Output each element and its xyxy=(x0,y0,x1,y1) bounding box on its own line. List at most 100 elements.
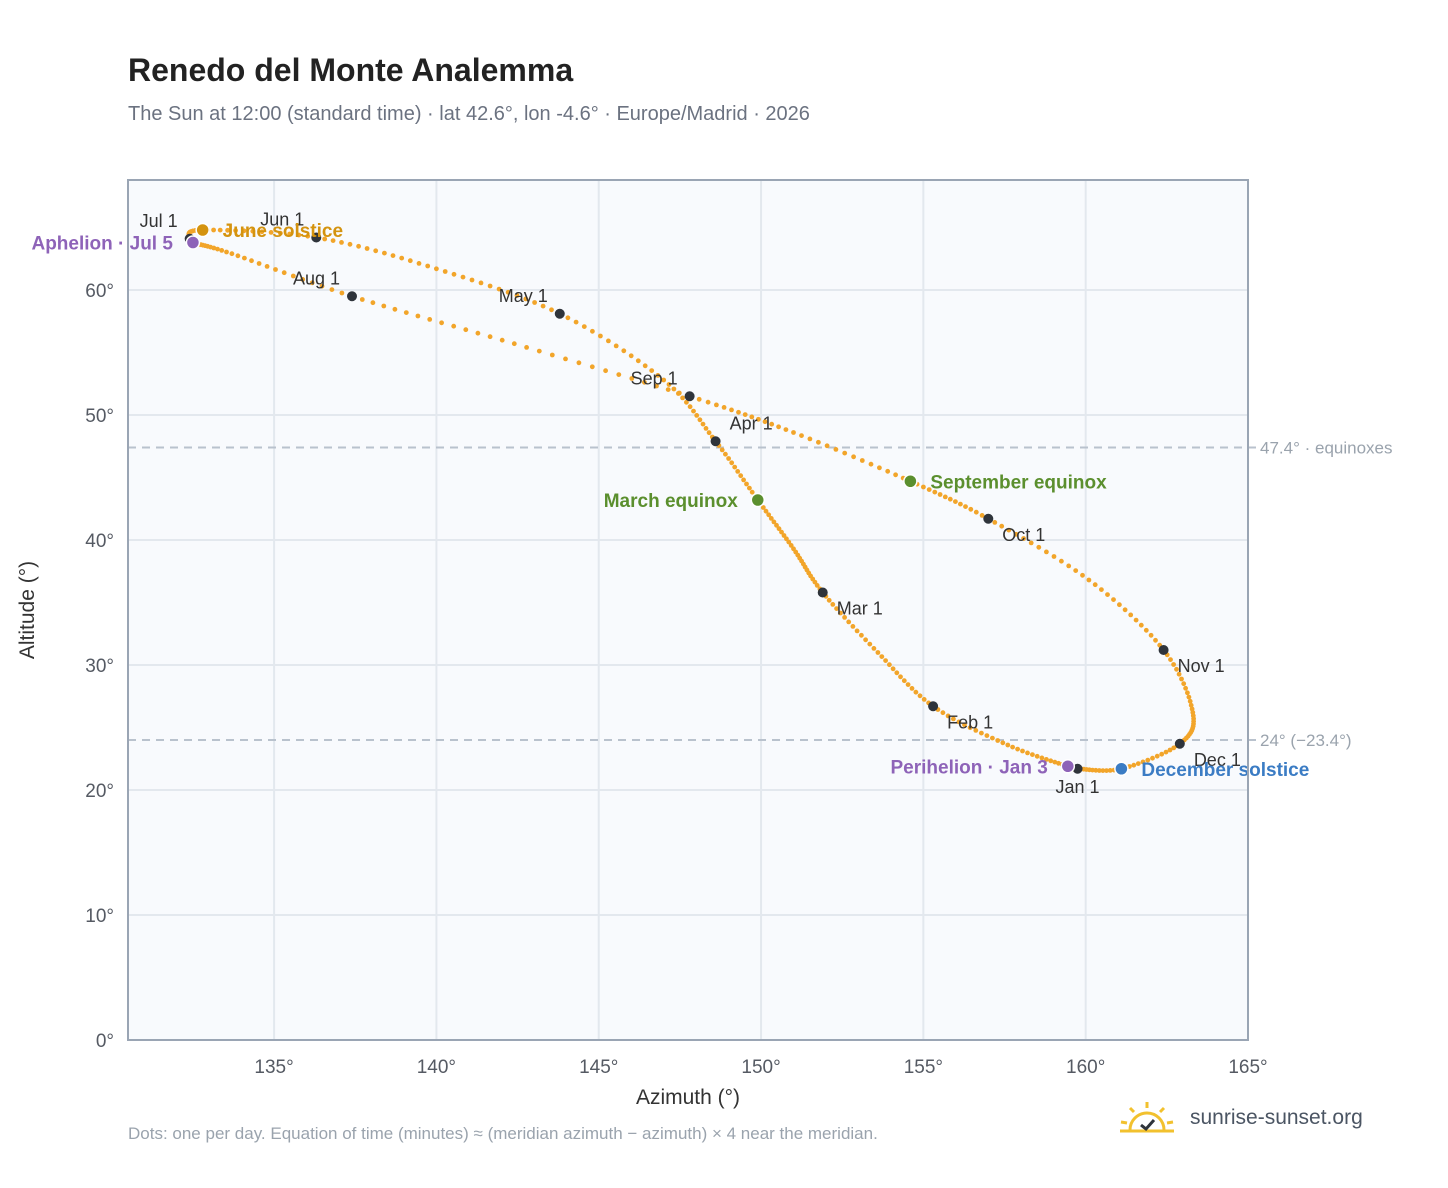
daily-dot xyxy=(581,324,587,329)
daily-dot xyxy=(224,249,229,255)
daily-dot xyxy=(475,330,481,336)
daily-dot xyxy=(217,227,223,233)
daily-dot xyxy=(984,733,990,738)
daily-dot xyxy=(788,543,794,548)
daily-dot xyxy=(973,728,979,733)
daily-dot xyxy=(1039,755,1045,761)
event-marker xyxy=(1114,761,1129,776)
daily-dot xyxy=(875,650,881,655)
daily-dot xyxy=(1030,752,1035,757)
daily-dot xyxy=(1066,563,1072,569)
daily-dot xyxy=(783,427,789,432)
month-marker xyxy=(983,513,994,524)
daily-dot xyxy=(962,722,967,728)
daily-dot xyxy=(215,246,220,252)
brand-name: sunrise-sunset.org xyxy=(1190,1106,1363,1129)
daily-dot xyxy=(373,248,379,254)
reference-lines: 47.4° · equinoxes 24° (−23.4°) xyxy=(128,439,1393,750)
daily-dot xyxy=(635,358,641,364)
daily-dot xyxy=(676,390,682,396)
daily-dot xyxy=(415,313,421,319)
daily-dot xyxy=(499,337,505,343)
month-label: Jan 1 xyxy=(1056,777,1100,797)
daily-dot xyxy=(505,289,511,295)
daily-dot xyxy=(973,509,979,515)
daily-dot xyxy=(576,360,582,366)
month-marker xyxy=(928,701,939,712)
daily-dot xyxy=(524,345,529,350)
month-label: Nov 1 xyxy=(1178,656,1225,676)
daily-dot xyxy=(838,610,843,616)
daily-dot xyxy=(807,436,813,442)
daily-dot xyxy=(776,526,782,532)
daily-dot xyxy=(300,277,306,282)
daily-dot xyxy=(909,686,915,691)
daily-dot xyxy=(1138,622,1144,628)
month-marker xyxy=(1174,738,1185,749)
daily-dot xyxy=(606,338,611,344)
y-tick-label: 10° xyxy=(85,906,114,927)
daily-dot xyxy=(403,310,409,315)
daily-dot xyxy=(894,670,900,676)
month-marker xyxy=(817,587,828,598)
daily-dot xyxy=(359,297,365,302)
reference-line-label: 47.4° · equinoxes xyxy=(1260,439,1393,458)
daily-dot xyxy=(700,421,706,427)
daily-dot xyxy=(887,662,892,668)
plot-frame xyxy=(127,179,1249,1041)
daily-dot xyxy=(850,624,856,629)
daily-dot xyxy=(442,269,448,274)
month-marker xyxy=(684,391,695,402)
daily-dot xyxy=(979,730,984,736)
event-label: Perihelion · Jan 3 xyxy=(890,757,1047,778)
daily-dot xyxy=(1056,760,1061,766)
daily-dot xyxy=(879,654,885,659)
brand-logo[interactable]: sunrise-sunset.org xyxy=(1118,1100,1363,1136)
daily-dot xyxy=(233,228,239,233)
x-tick-label: 165° xyxy=(1228,1057,1267,1078)
daily-dot xyxy=(1176,671,1182,677)
daily-dot xyxy=(816,439,821,445)
daily-dot xyxy=(968,506,974,512)
daily-dot xyxy=(268,230,274,235)
daily-dot xyxy=(613,343,619,349)
daily-dot xyxy=(1006,527,1012,533)
daily-path xyxy=(185,227,1196,773)
daily-dot xyxy=(598,333,603,339)
event-label: March equinox xyxy=(604,491,739,512)
daily-dot xyxy=(249,258,254,264)
sun-logo-icon xyxy=(1120,1102,1174,1133)
daily-dot xyxy=(719,447,725,453)
daily-dot xyxy=(590,328,595,334)
daily-dot xyxy=(1086,577,1092,583)
daily-dot xyxy=(951,716,956,722)
daily-dot xyxy=(1148,632,1154,638)
daily-dot xyxy=(427,317,433,322)
daily-dot xyxy=(339,290,345,296)
daily-dot xyxy=(799,433,804,438)
month-marker xyxy=(1158,645,1169,655)
daily-dot xyxy=(705,399,711,405)
daily-dot xyxy=(1153,637,1158,643)
daily-dot xyxy=(478,280,484,286)
daily-dot xyxy=(953,499,958,504)
daily-dot xyxy=(211,245,217,251)
daily-dot xyxy=(339,240,344,245)
daily-dot xyxy=(791,430,796,435)
daily-dot xyxy=(540,303,546,309)
daily-dot xyxy=(760,505,766,510)
daily-dot xyxy=(684,399,689,405)
daily-dot xyxy=(771,519,777,525)
daily-dot xyxy=(629,376,635,381)
y-tick-label: 0° xyxy=(96,1031,114,1052)
x-tick-label: 145° xyxy=(579,1057,618,1078)
daily-dot xyxy=(589,364,595,370)
daily-dot xyxy=(1000,740,1006,746)
event-marker xyxy=(185,235,201,250)
daily-dot xyxy=(563,356,568,362)
daily-dot xyxy=(390,253,396,258)
month-label: Aug 1 xyxy=(293,268,340,288)
daily-dot xyxy=(1100,768,1106,773)
daily-dot xyxy=(791,546,796,552)
daily-dot xyxy=(305,233,311,239)
